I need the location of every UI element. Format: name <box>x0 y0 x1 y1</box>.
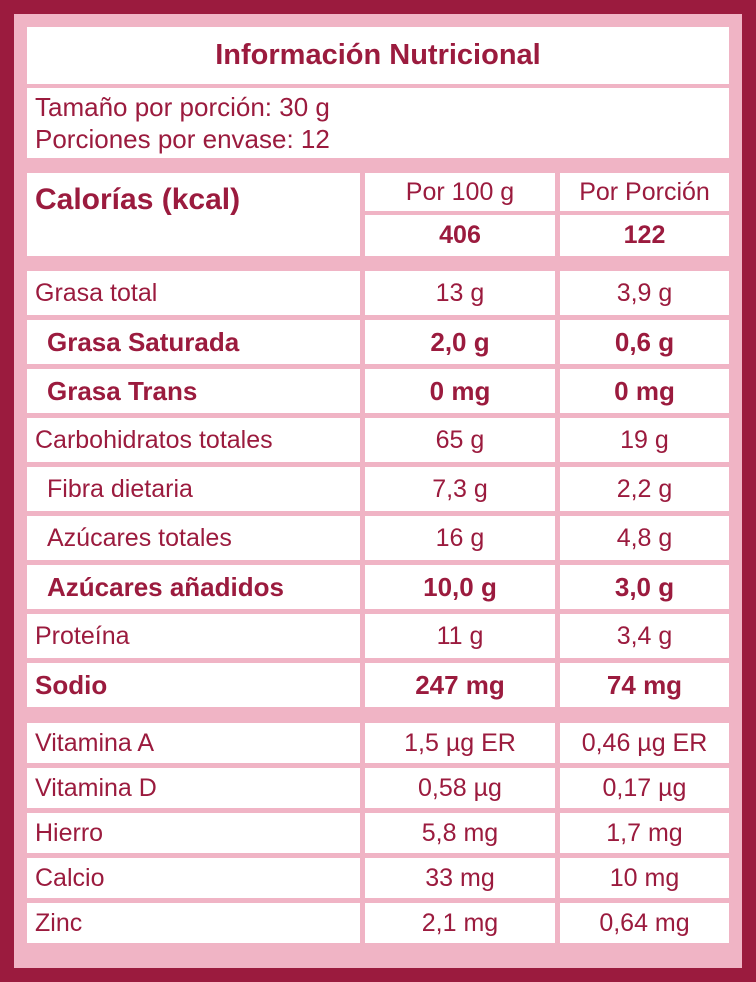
nutrient-value-per-100g: 13 g <box>365 271 555 315</box>
nutrient-label: Carbohidratos totales <box>27 418 360 462</box>
nutrient-value-per-100g: 16 g <box>365 516 555 560</box>
nutrient-value-per-100g: 11 g <box>365 614 555 658</box>
nutrient-label: Proteína <box>27 614 360 658</box>
serving-size-text: Tamaño por porción: 30 g <box>35 91 330 122</box>
nutrient-value-per-100g: 10,0 g <box>365 565 555 609</box>
nutrient-label: Hierro <box>27 813 360 853</box>
nutrient-label: Zinc <box>27 903 360 943</box>
nutrient-value-per-serving: 1,7 mg <box>560 813 729 853</box>
label-title: Información Nutricional <box>27 27 729 84</box>
nutrient-value-per-serving: 0 mg <box>560 369 729 413</box>
nutrient-value-per-100g: 1,5 µg ER <box>365 723 555 763</box>
nutrient-value-per-serving: 0,46 µg ER <box>560 723 729 763</box>
nutrient-label: Grasa Trans <box>27 369 360 413</box>
nutrient-value-per-100g: 2,1 mg <box>365 903 555 943</box>
nutrient-label: Azúcares totales <box>27 516 360 560</box>
column-header-per-serving: Por Porción <box>560 173 729 211</box>
nutrient-label: Grasa Saturada <box>27 320 360 364</box>
nutrient-value-per-serving: 0,6 g <box>560 320 729 364</box>
nutrient-value-per-serving: 0,17 µg <box>560 768 729 808</box>
nutrient-value-per-serving: 10 mg <box>560 858 729 898</box>
label-header: Información Nutricional Tamaño por porci… <box>27 27 729 158</box>
nutrient-value-per-serving: 3,4 g <box>560 614 729 658</box>
nutrient-label: Vitamina A <box>27 723 360 763</box>
nutrient-value-per-100g: 247 mg <box>365 663 555 707</box>
calories-label: Calorías (kcal) <box>27 173 360 256</box>
nutrient-label: Grasa total <box>27 271 360 315</box>
nutrient-value-per-serving: 4,8 g <box>560 516 729 560</box>
serving-info: Tamaño por porción: 30 g Porciones por e… <box>27 88 729 158</box>
nutrient-value-per-100g: 0,58 µg <box>365 768 555 808</box>
nutrient-value-per-100g: 5,8 mg <box>365 813 555 853</box>
nutrition-label-inner: Información Nutricional Tamaño por porci… <box>14 14 742 968</box>
nutrient-value-per-100g: 7,3 g <box>365 467 555 511</box>
nutrient-value-per-serving: 3,9 g <box>560 271 729 315</box>
nutrient-value-per-serving: 2,2 g <box>560 467 729 511</box>
calories-section: Calorías (kcal) Por 100 g Por Porción 40… <box>27 173 729 256</box>
nutrient-value-per-serving: 0,64 mg <box>560 903 729 943</box>
nutrient-value-per-serving: 3,0 g <box>560 565 729 609</box>
column-header-per-100g: Por 100 g <box>365 173 555 211</box>
nutrient-value-per-serving: 74 mg <box>560 663 729 707</box>
servings-per-container-text: Porciones por envase: 12 <box>35 124 330 154</box>
nutrient-label: Calcio <box>27 858 360 898</box>
nutrient-value-per-100g: 2,0 g <box>365 320 555 364</box>
calories-per-serving: 122 <box>560 215 729 256</box>
nutrient-label: Vitamina D <box>27 768 360 808</box>
nutrient-label: Fibra dietaria <box>27 467 360 511</box>
nutrient-value-per-100g: 0 mg <box>365 369 555 413</box>
nutrient-label: Azúcares añadidos <box>27 565 360 609</box>
nutrient-value-per-serving: 19 g <box>560 418 729 462</box>
nutrient-label: Sodio <box>27 663 360 707</box>
nutrient-value-per-100g: 33 mg <box>365 858 555 898</box>
nutrient-value-per-100g: 65 g <box>365 418 555 462</box>
calories-per-100g: 406 <box>365 215 555 256</box>
